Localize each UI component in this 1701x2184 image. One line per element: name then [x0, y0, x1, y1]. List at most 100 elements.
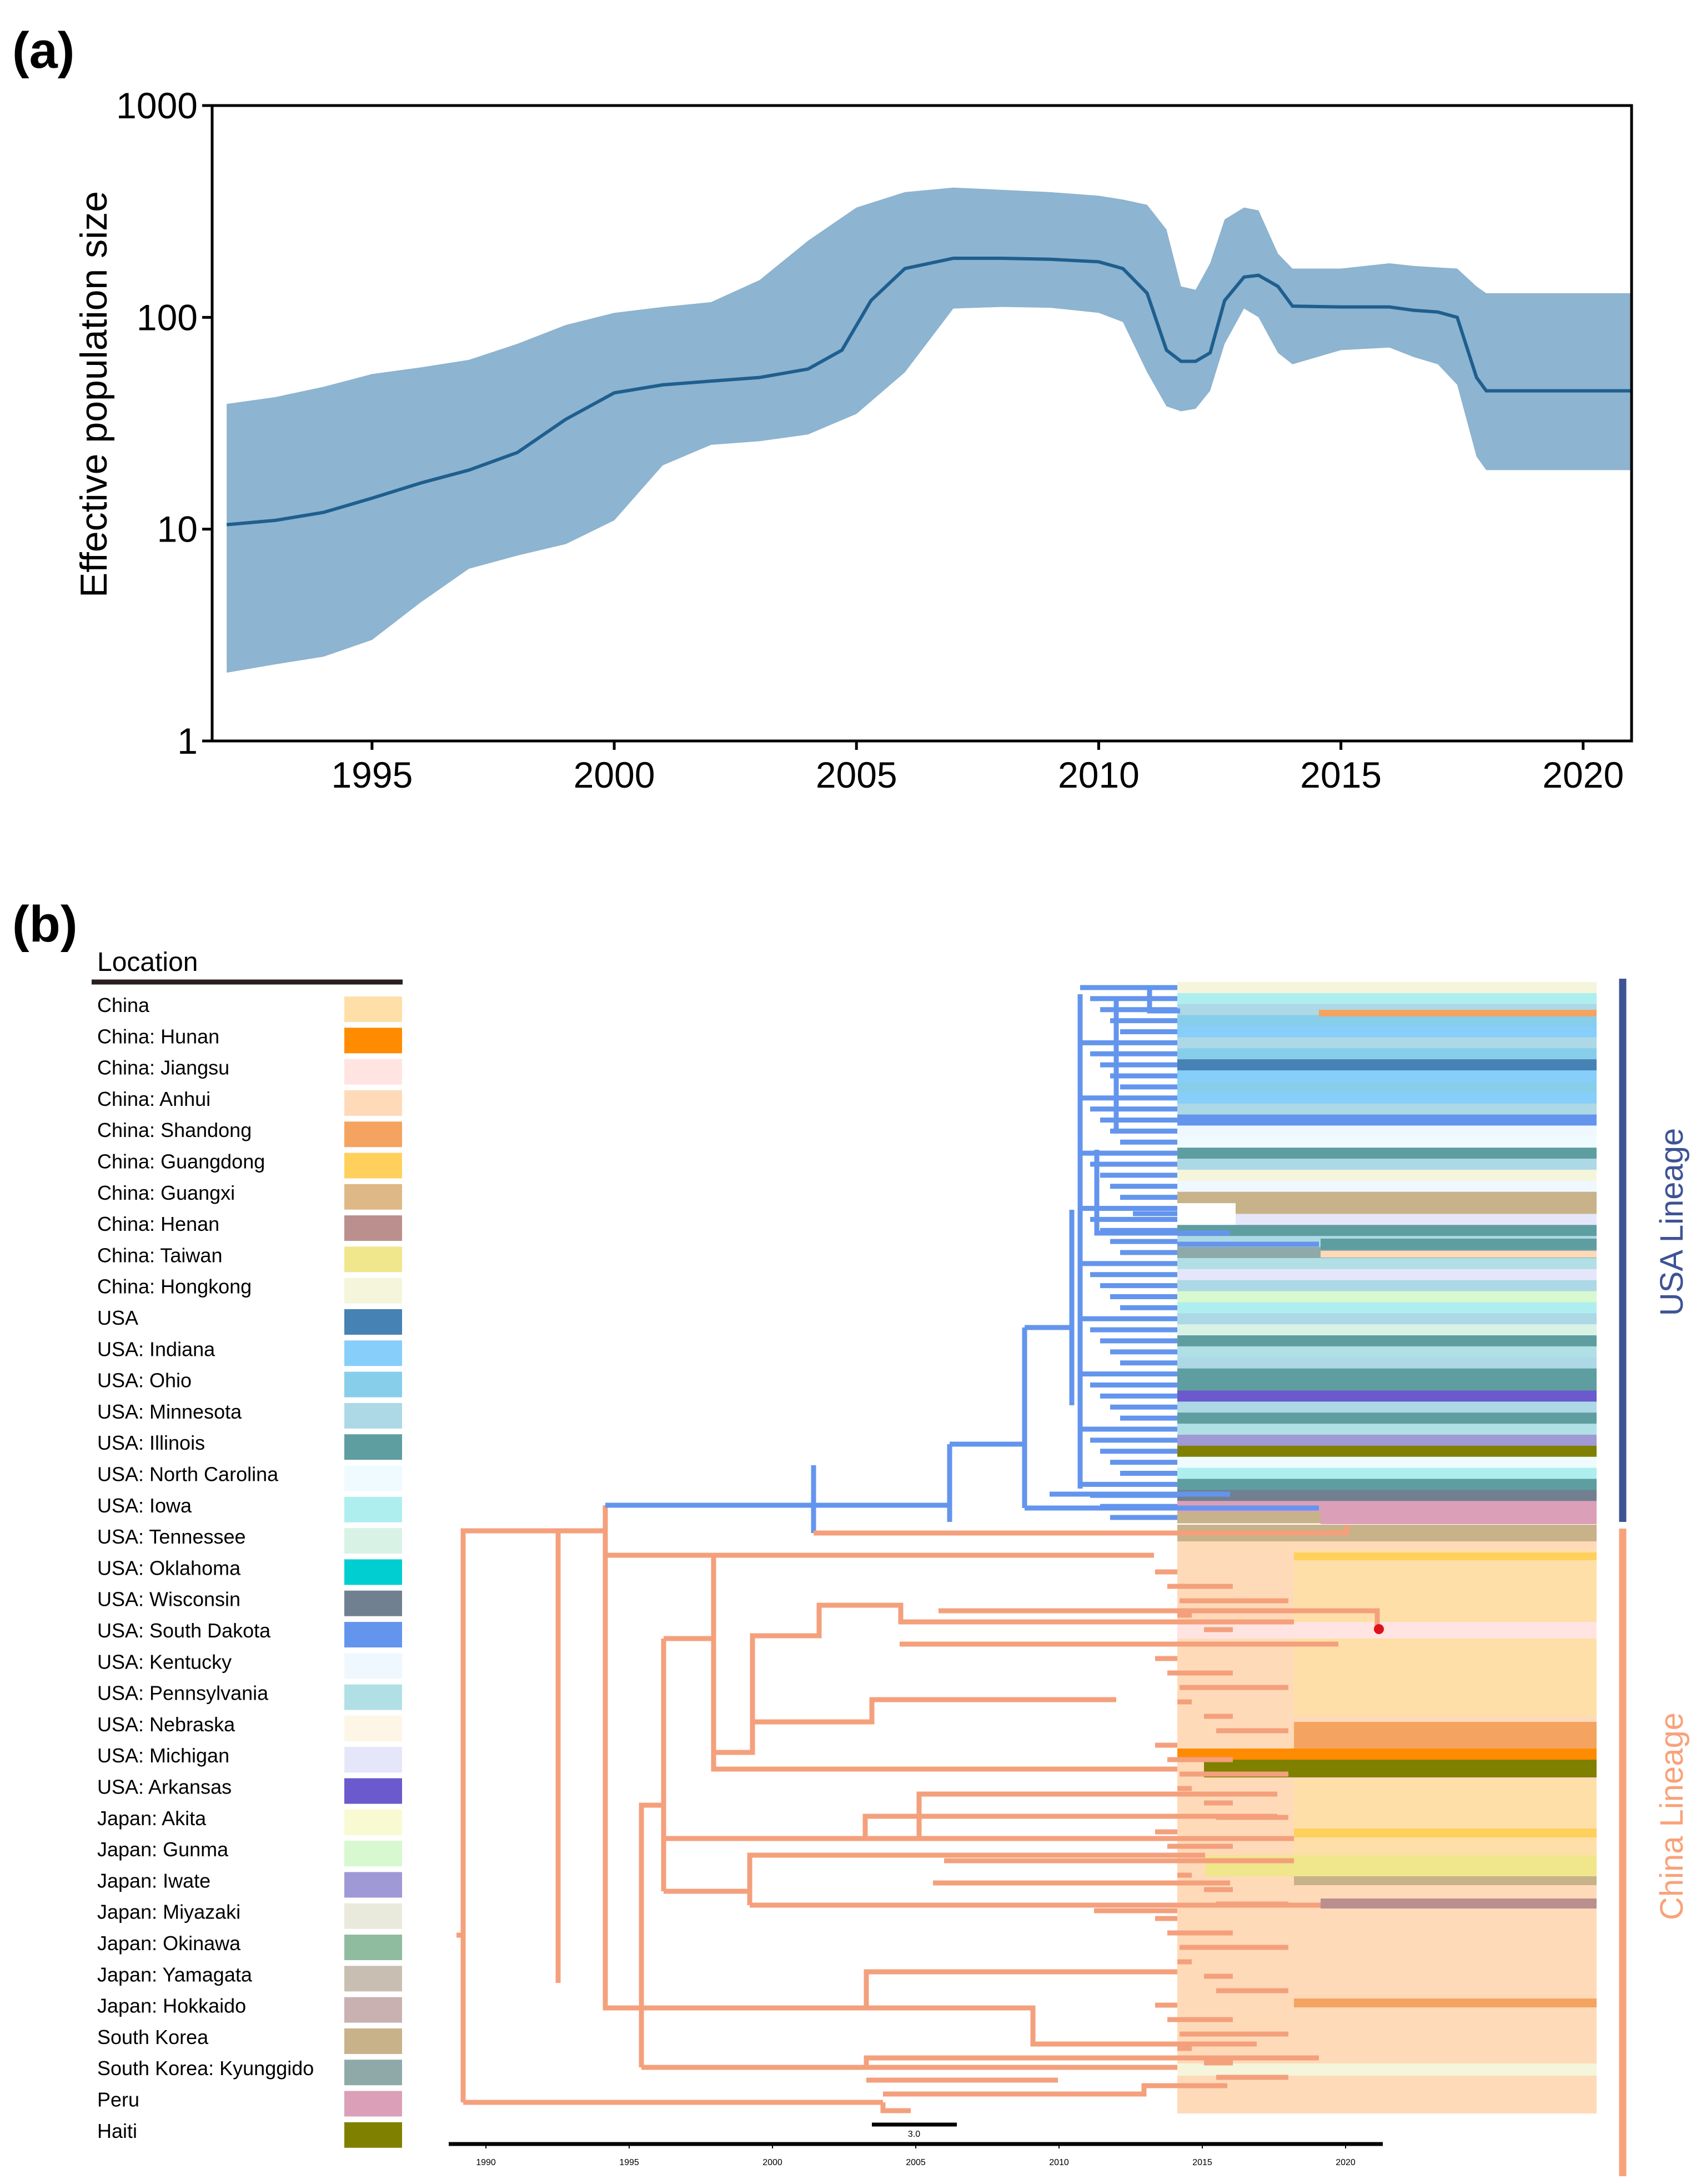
tip-bar — [1294, 1552, 1597, 1560]
china-lineage-label: China Lineage — [1654, 1712, 1690, 1920]
tree-branch — [883, 2083, 1227, 2097]
tree-branch — [880, 2102, 911, 2113]
time-tick-label: 2005 — [906, 2158, 926, 2167]
legend-item: USA: Tennessee — [97, 1525, 402, 1554]
time-tick-label: 2010 — [1049, 2158, 1069, 2167]
tip-bar — [1177, 1749, 1597, 1760]
tip-bar — [1321, 1239, 1597, 1250]
legend-swatch — [344, 1340, 402, 1366]
panel-b-label: (b) — [12, 896, 77, 953]
lineage-annotations: USA Lineage China Lineage — [1619, 979, 1690, 2176]
legend-swatch — [344, 1528, 402, 1554]
x-tick-label: 1995 — [331, 754, 413, 795]
tip-bar — [1294, 1876, 1597, 1885]
legend-item-label: USA: Illinois — [97, 1431, 205, 1454]
tip-bar — [1177, 1379, 1597, 1391]
legend-item: USA: North Carolina — [97, 1463, 402, 1491]
y-tick-label: 1 — [177, 720, 198, 762]
legend-swatch — [344, 1434, 402, 1460]
legend-item-label: USA: North Carolina — [97, 1463, 279, 1486]
tip-bar — [1177, 1622, 1597, 1639]
legend-title: Location — [97, 948, 198, 977]
time-axis: 1990 1995 2000 2005 2010 2015 2020 3.0 — [449, 2122, 1383, 2167]
tree-branches — [456, 985, 1380, 2113]
legend-item: China: Jiangsu — [97, 1056, 402, 1085]
tip-bar — [1177, 1368, 1597, 1380]
tip-bar — [1177, 1302, 1597, 1314]
time-tick-label: 1995 — [619, 2158, 639, 2167]
y-tick-label: 10 — [157, 509, 198, 550]
legend-swatch — [344, 1215, 402, 1241]
tip-bar — [1177, 1313, 1597, 1325]
tree-branch — [865, 1791, 1277, 1841]
legend-item: USA: Ohio — [97, 1369, 402, 1397]
legend-item-label: USA: South Dakota — [97, 1619, 271, 1642]
legend-item: Japan: Miyazaki — [97, 1901, 402, 1929]
tip-bar — [1177, 1180, 1597, 1193]
legend-swatch — [344, 1747, 402, 1773]
tip-bar — [1177, 1159, 1597, 1170]
legend-item-label: USA: Wisconsin — [97, 1588, 240, 1611]
legend-swatch — [344, 1309, 402, 1335]
tip-bar — [1294, 1550, 1597, 1677]
usa-lineage-label: USA Lineage — [1654, 1128, 1690, 1316]
tree-branch — [641, 1969, 1177, 2011]
legend-item: Japan: Iwate — [97, 1869, 402, 1898]
legend-item-label: Japan: Iwate — [97, 1869, 210, 1892]
legend-item: China: Henan — [97, 1213, 402, 1241]
legend-item: USA: Illinois — [97, 1431, 402, 1460]
legend-swatch — [344, 1090, 402, 1116]
legend-swatch — [344, 1371, 402, 1397]
tip-bar — [1177, 1148, 1597, 1159]
legend-item-label: Peru — [97, 2088, 139, 2111]
tip-bar — [1321, 1512, 1597, 1524]
tip-bar — [1177, 1169, 1597, 1181]
tip-bar — [1177, 1424, 1597, 1435]
tree-branch — [950, 1328, 1027, 1447]
legend-item: USA: Iowa — [97, 1494, 402, 1522]
legend-item: Japan: Akita — [97, 1807, 402, 1835]
tip-bar — [1236, 1214, 1597, 1225]
tip-bar — [1177, 1357, 1597, 1369]
legend-item: South Korea: Kyunggido — [97, 2057, 402, 2086]
legend-swatch — [344, 1559, 402, 1585]
tip-bar — [1177, 1092, 1597, 1104]
legend-item: Haiti — [97, 2120, 402, 2148]
tip-bar — [1236, 1203, 1597, 1215]
x-tick-label: 2005 — [816, 754, 897, 795]
tip-bar — [1177, 1324, 1597, 1336]
x-axis-ticks: 1995 2000 2005 2010 2015 2020 — [331, 741, 1624, 795]
tip-bar — [1177, 1456, 1597, 1469]
legend-item-label: China: Anhui — [97, 1088, 210, 1110]
legend-item: USA: Minnesota — [97, 1400, 402, 1429]
legend-item-label: USA: Oklahoma — [97, 1556, 241, 1579]
legend-swatch — [344, 1059, 402, 1085]
scale-bar-label: 3.0 — [908, 2130, 920, 2139]
legend-item-label: China: Hongkong — [97, 1275, 252, 1298]
legend-item-label: USA: Tennessee — [97, 1525, 246, 1548]
legend-item-label: China: Jiangsu — [97, 1056, 229, 1079]
legend-item: China: Guangdong — [97, 1150, 402, 1179]
tip-bar — [1177, 1445, 1597, 1457]
tip-color-bars — [1177, 982, 1597, 2113]
legend-swatch — [344, 996, 402, 1022]
tip-bar — [1294, 1829, 1597, 1837]
legend-item-label: China: Guangxi — [97, 1181, 235, 1204]
legend-swatch — [344, 1997, 402, 2023]
tip-bar — [1294, 1780, 1597, 1864]
legend-item: USA: Kentucky — [97, 1650, 402, 1679]
legend-swatch — [344, 1246, 402, 1273]
x-tick-label: 2010 — [1058, 754, 1140, 795]
legend-item-label: USA: Minnesota — [97, 1400, 242, 1423]
legend-item-label: China: Shandong — [97, 1119, 252, 1141]
legend-item: Peru — [97, 2088, 402, 2117]
legend-swatch — [344, 1684, 402, 1710]
tree-branch — [1094, 1150, 1230, 1236]
legend-swatch — [344, 1121, 402, 1148]
legend-item: South Korea — [97, 2026, 402, 2054]
legend-item-label: USA: Pennsylvania — [97, 1682, 269, 1705]
tip-bar — [1177, 1412, 1597, 1424]
y-tick-label: 1000 — [116, 85, 198, 126]
legend-swatch — [344, 1465, 402, 1491]
